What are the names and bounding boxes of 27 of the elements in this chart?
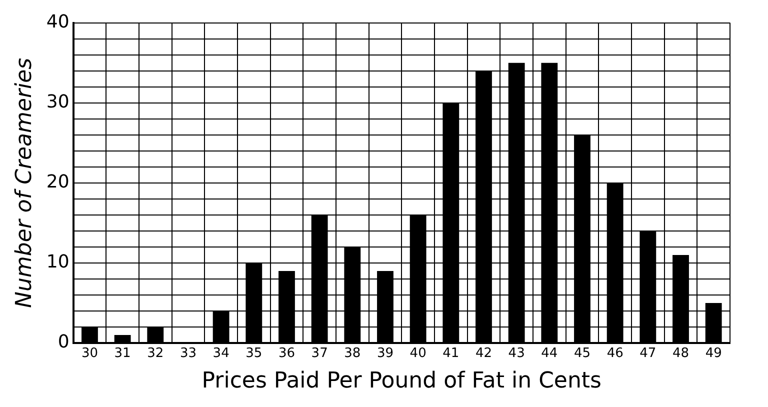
x-tick-label: 39 [376, 346, 394, 362]
x-tick-label: 41 [442, 346, 460, 362]
y-tick-label: 0 [58, 332, 70, 353]
x-tick-label: 33 [180, 346, 196, 362]
x-tick-label: 42 [475, 346, 492, 362]
x-tick-label: 43 [508, 346, 525, 362]
x-tick-label: 46 [606, 346, 624, 362]
x-tick-label: 49 [705, 346, 722, 362]
y-tick-label: 40 [46, 11, 70, 32]
x-tick-label: 35 [246, 346, 262, 362]
y-tick-label: 20 [46, 172, 70, 193]
x-tick-label: 32 [147, 346, 164, 362]
x-tick-label: 34 [212, 346, 230, 362]
x-tick-label: 48 [672, 346, 690, 362]
x-tick-label: 47 [640, 346, 656, 362]
y-tick-label: 30 [46, 92, 70, 113]
x-tick-label: 37 [311, 346, 328, 362]
y-tick-label: 10 [46, 252, 70, 273]
x-tick-label: 38 [344, 346, 361, 362]
y-axis-title: Number of Creameries [12, 58, 37, 308]
x-axis-title: Prices Paid Per Pound of Fat in Cents [202, 368, 602, 394]
x-tick-label: 45 [574, 346, 591, 362]
x-tick-label: 31 [114, 346, 131, 362]
x-tick-label: 30 [81, 346, 98, 362]
x-tick-label: 36 [278, 346, 296, 362]
x-tick-label: 40 [410, 346, 426, 362]
x-tick-label: 44 [541, 346, 558, 362]
